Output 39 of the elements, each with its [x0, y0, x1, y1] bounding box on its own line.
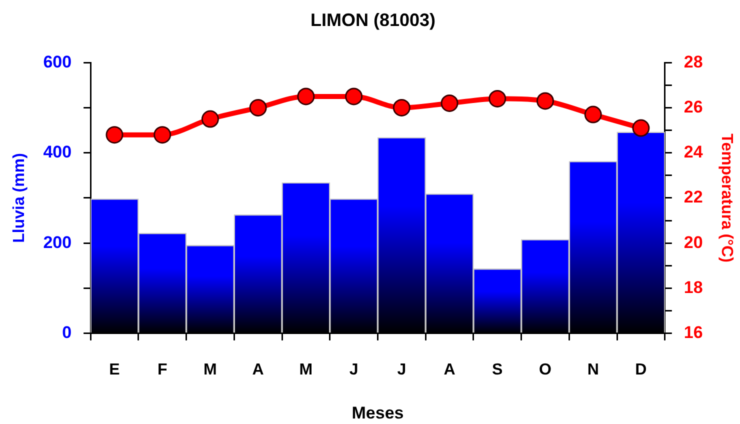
y-tick-label: 200	[43, 232, 72, 252]
y2-tick-label: 16	[684, 323, 703, 342]
point	[392, 98, 410, 116]
chart-title: LIMON (81003)	[310, 10, 436, 30]
y2-tick-label: 28	[684, 52, 703, 72]
x-tick-label: F	[157, 361, 168, 378]
point	[584, 106, 602, 124]
y2-tick-label: 22	[684, 188, 703, 207]
y-tick-label: 0	[62, 323, 72, 342]
x-tick-label: D	[635, 361, 647, 378]
point	[201, 110, 219, 128]
x-tick-label: A	[444, 361, 456, 378]
point	[632, 119, 650, 137]
x-tick-label: A	[252, 361, 264, 378]
y2-axis-title: Temperatura (°C)	[718, 134, 735, 262]
point	[297, 88, 315, 106]
x-tick-label: M	[204, 361, 217, 378]
y-axis-title: Lluvia (mm)	[11, 153, 28, 243]
point	[106, 126, 124, 144]
y2-tick-label: 24	[684, 142, 704, 162]
x-tick-label: J	[397, 361, 406, 378]
y-tick-label: 600	[43, 52, 72, 72]
point	[440, 94, 458, 112]
y2-tick-label: 20	[684, 232, 703, 252]
x-tick-label: J	[349, 361, 358, 378]
point	[249, 98, 267, 116]
y2-tick-label: 18	[684, 278, 703, 297]
x-tick-label: E	[109, 361, 120, 378]
x-tick-label: N	[587, 361, 599, 378]
y2-tick-label: 26	[684, 97, 703, 116]
x-tick-label: M	[299, 361, 313, 378]
x-tick-label: O	[539, 361, 552, 378]
x-axis-title: Meses	[352, 403, 404, 422]
y-tick-label: 400	[43, 142, 72, 162]
x-tick-label: S	[492, 361, 504, 378]
point	[345, 88, 363, 106]
point	[154, 126, 172, 144]
point	[536, 92, 554, 110]
point	[488, 90, 506, 108]
